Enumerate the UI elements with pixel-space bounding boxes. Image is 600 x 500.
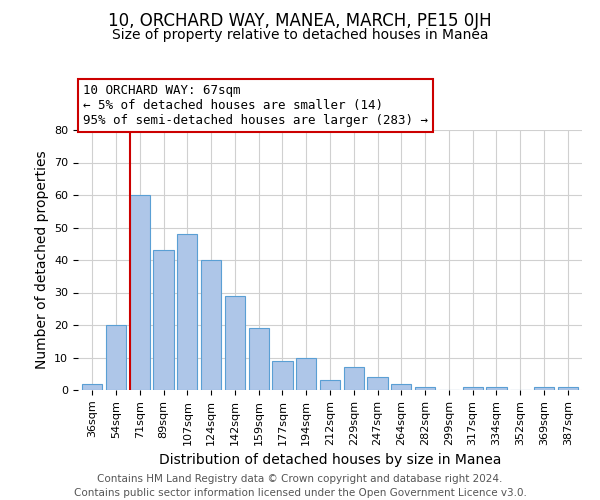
- X-axis label: Distribution of detached houses by size in Manea: Distribution of detached houses by size …: [159, 453, 501, 467]
- Bar: [415, 387, 435, 390]
- Bar: [106, 325, 126, 390]
- Text: Contains HM Land Registry data © Crown copyright and database right 2024.
Contai: Contains HM Land Registry data © Crown c…: [74, 474, 526, 498]
- Y-axis label: Number of detached properties: Number of detached properties: [35, 150, 49, 370]
- Bar: [296, 358, 316, 390]
- Text: 10 ORCHARD WAY: 67sqm
← 5% of detached houses are smaller (14)
95% of semi-detac: 10 ORCHARD WAY: 67sqm ← 5% of detached h…: [83, 84, 428, 128]
- Bar: [320, 380, 340, 390]
- Bar: [130, 195, 150, 390]
- Text: 10, ORCHARD WAY, MANEA, MARCH, PE15 0JH: 10, ORCHARD WAY, MANEA, MARCH, PE15 0JH: [108, 12, 492, 30]
- Bar: [225, 296, 245, 390]
- Bar: [367, 377, 388, 390]
- Bar: [344, 367, 364, 390]
- Bar: [272, 361, 293, 390]
- Bar: [177, 234, 197, 390]
- Bar: [534, 387, 554, 390]
- Bar: [82, 384, 103, 390]
- Text: Size of property relative to detached houses in Manea: Size of property relative to detached ho…: [112, 28, 488, 42]
- Bar: [487, 387, 506, 390]
- Bar: [248, 328, 269, 390]
- Bar: [201, 260, 221, 390]
- Bar: [463, 387, 483, 390]
- Bar: [391, 384, 412, 390]
- Bar: [154, 250, 173, 390]
- Bar: [557, 387, 578, 390]
